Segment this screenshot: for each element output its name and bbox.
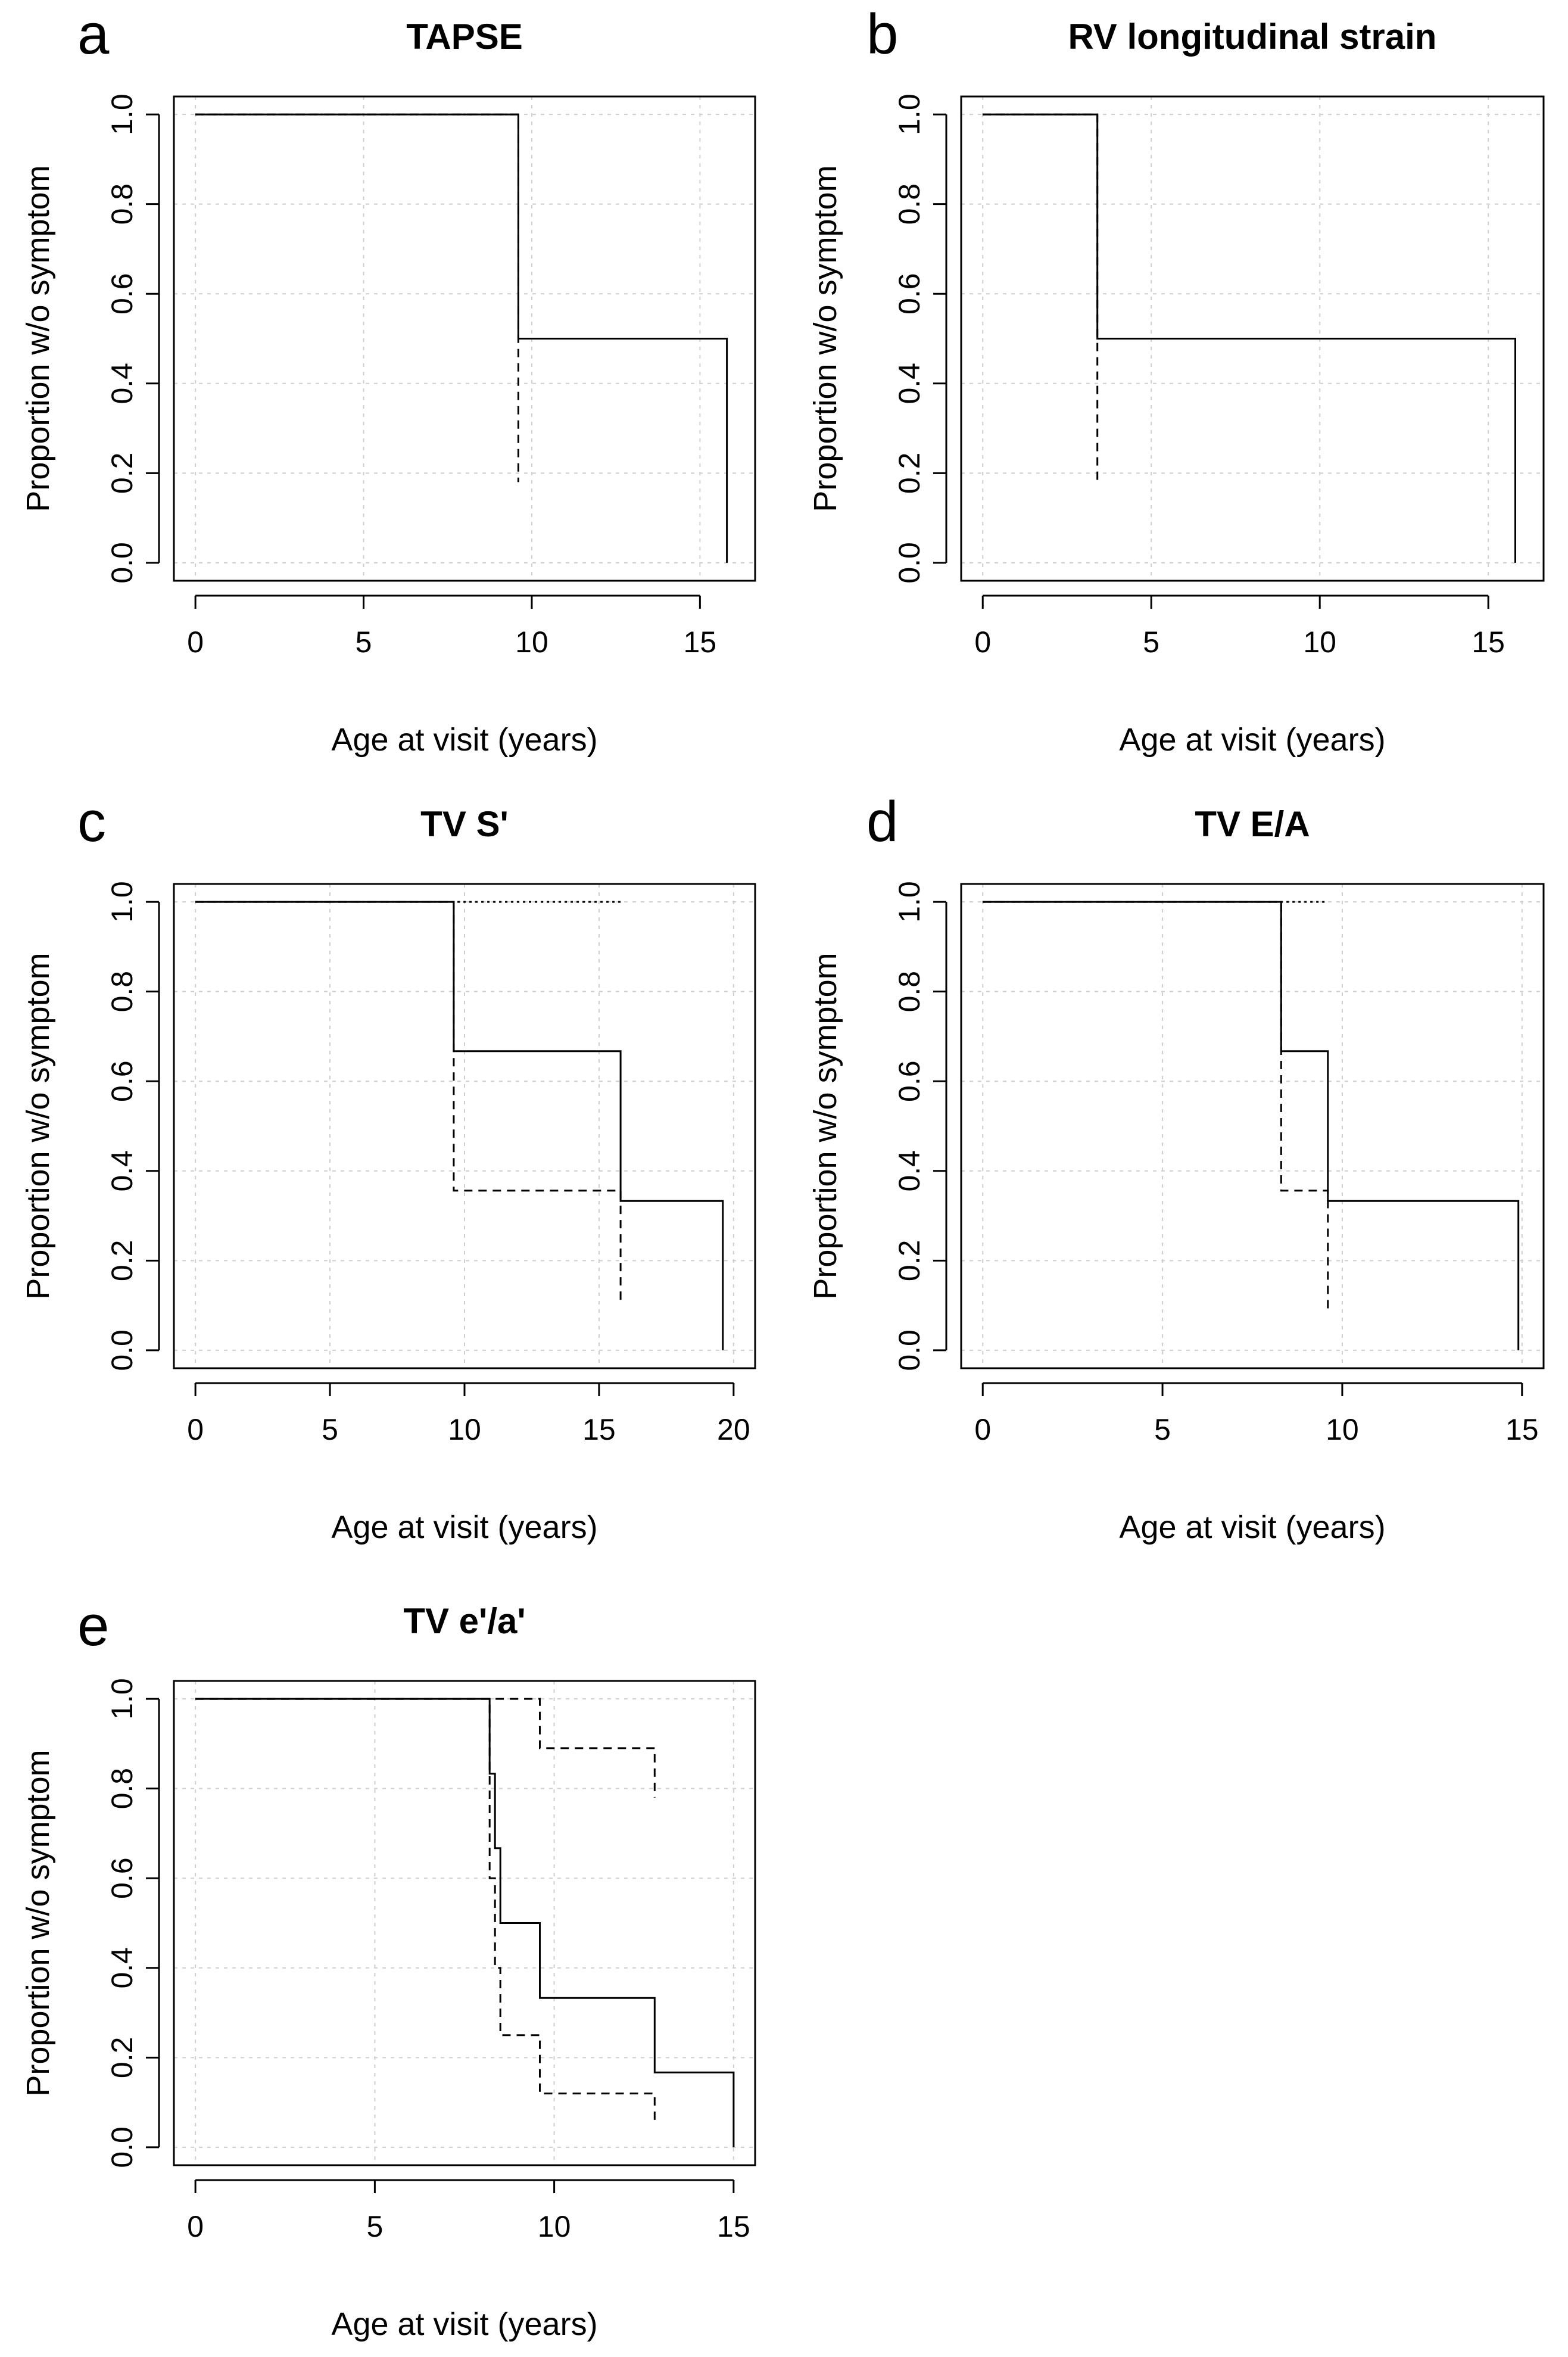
y-tick-label: 1.0 [893, 881, 926, 923]
plot-frame [960, 883, 1545, 1369]
plot-frame [173, 95, 756, 582]
x-axis-label: Age at visit (years) [331, 2306, 597, 2342]
x-tick-label: 15 [1472, 625, 1505, 659]
panel-letter: d [866, 790, 898, 854]
panel-d: 0 5 10 15 0.0 0.2 0.4 0.6 0.8 1.0 d TV E/A Age at vi… [808, 790, 1545, 1545]
y-tick-label: 0.2 [105, 453, 139, 494]
plot-frame [173, 1680, 756, 2166]
x-tick-label: 10 [1326, 1413, 1359, 1446]
x-tick-label: 5 [356, 625, 372, 659]
series-lower-ci [195, 901, 622, 1306]
x-tick-label: 10 [448, 1413, 481, 1446]
panel-letter: a [77, 2, 110, 66]
y-tick-label: 1.0 [105, 881, 139, 923]
y-tick-label: 0.4 [105, 363, 139, 404]
panel-e: 0 5 10 15 0.0 0.2 0.4 0.6 0.8 1.0 e TV e'/a' Age at … [20, 1594, 756, 2342]
series-survival [195, 901, 724, 1350]
x-tick-label: 5 [1154, 1413, 1171, 1446]
y-tick-label: 1.0 [105, 94, 139, 135]
x-tick-label: 10 [1303, 625, 1336, 659]
y-tick-label: 0.8 [105, 1768, 139, 1810]
panel-title: TAPSE [406, 17, 523, 57]
y-tick-label: 0.0 [893, 542, 926, 584]
plot-frame [173, 883, 756, 1369]
y-axis-label: Proportion w/o symptom [20, 952, 56, 1299]
y-tick-label: 0.4 [893, 363, 926, 404]
panel-title: TV E/A [1195, 804, 1310, 844]
y-tick-label: 0.4 [105, 1150, 139, 1192]
y-tick-label: 0.2 [893, 453, 926, 494]
x-tick-label: 0 [974, 625, 991, 659]
y-tick-label: 0.2 [105, 2037, 139, 2079]
x-tick-label: 0 [187, 1413, 204, 1446]
panel-b: 0 5 10 15 0.0 0.2 0.4 0.6 0.8 1.0 b RV longitudinal… [808, 2, 1545, 758]
y-tick-label: 0.4 [893, 1150, 926, 1192]
series-survival [983, 113, 1516, 563]
panel-letter: c [77, 790, 106, 854]
x-axis-label: Age at visit (years) [331, 722, 597, 758]
y-tick-label: 0.0 [893, 1329, 926, 1371]
series-upper-ci [195, 1698, 656, 1798]
x-tick-label: 15 [1505, 1413, 1539, 1446]
x-tick-label: 20 [717, 1413, 750, 1446]
y-tick-label: 0.2 [893, 1240, 926, 1282]
series-lower-ci [983, 113, 1099, 482]
y-tick-label: 0.4 [105, 1947, 139, 1989]
panel-title: TV S' [420, 804, 509, 844]
y-tick-label: 0.0 [105, 542, 139, 584]
panel-letter: e [77, 1594, 109, 1658]
y-tick-label: 0.2 [105, 1240, 139, 1282]
x-tick-label: 5 [366, 2210, 383, 2243]
y-tick-label: 0.8 [893, 971, 926, 1013]
y-axis-label: Proportion w/o symptom [808, 165, 843, 512]
y-tick-label: 1.0 [105, 1678, 139, 1720]
x-tick-label: 0 [187, 625, 204, 659]
y-tick-label: 0.8 [105, 971, 139, 1013]
series-lower-ci [195, 113, 519, 482]
y-tick-label: 0.0 [105, 1329, 139, 1371]
series-survival [195, 1698, 735, 2147]
x-tick-label: 5 [1143, 625, 1159, 659]
y-tick-label: 0.6 [105, 1857, 139, 1899]
x-axis-label: Age at visit (years) [1119, 722, 1385, 758]
y-axis-label: Proportion w/o symptom [20, 165, 56, 512]
panel-a: 0 5 10 15 0.0 0.2 0.4 0.6 0.8 1.0 a TAPSE Age at vis… [20, 2, 756, 758]
x-tick-label: 10 [538, 2210, 571, 2243]
plot-frame [960, 95, 1545, 582]
x-tick-label: 5 [322, 1413, 338, 1446]
x-tick-label: 10 [515, 625, 548, 659]
x-axis-label: Age at visit (years) [1119, 1509, 1385, 1545]
panel-title: RV longitudinal strain [1068, 17, 1437, 57]
panel-letter: b [866, 2, 898, 66]
y-axis-label: Proportion w/o symptom [20, 1749, 56, 2096]
series-survival [195, 113, 728, 563]
y-tick-label: 0.6 [105, 1060, 139, 1102]
series-survival [983, 901, 1520, 1350]
series-lower-ci [983, 901, 1329, 1310]
x-axis-label: Age at visit (years) [331, 1509, 597, 1545]
x-tick-label: 0 [187, 2210, 204, 2243]
series-lower-ci [195, 1698, 656, 2125]
x-tick-label: 0 [974, 1413, 991, 1446]
y-tick-label: 0.8 [105, 183, 139, 225]
panel-title: TV e'/a' [403, 1601, 525, 1641]
panel-c: 0 5 10 15 20 0.0 0.2 0.4 0.6 0.8 1.0 c TV S' Age at v… [20, 790, 756, 1545]
y-tick-label: 0.0 [105, 2126, 139, 2168]
y-axis-label: Proportion w/o symptom [808, 952, 843, 1299]
x-tick-label: 15 [582, 1413, 616, 1446]
y-tick-label: 0.8 [893, 183, 926, 225]
y-tick-label: 0.6 [105, 273, 139, 315]
y-tick-label: 1.0 [893, 94, 926, 135]
x-tick-label: 15 [684, 625, 717, 659]
y-tick-label: 0.6 [893, 1060, 926, 1102]
y-tick-label: 0.6 [893, 273, 926, 315]
x-tick-label: 15 [717, 2210, 750, 2243]
